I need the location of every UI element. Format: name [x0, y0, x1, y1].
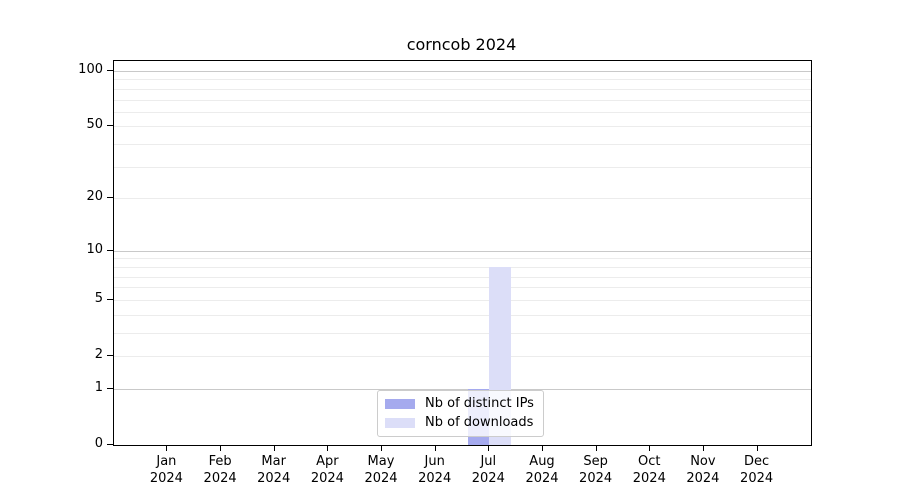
x-tick-label-line: Jul	[480, 454, 497, 469]
x-tick-label-jan-2024: Jan 2024	[126, 453, 206, 487]
gridline-minor-4	[114, 314, 811, 316]
y-tick-label-0: 0	[94, 436, 103, 451]
x-tick-label-line: 2024	[740, 471, 774, 486]
y-tick-label-2: 2	[94, 347, 103, 362]
y-tick-0	[107, 444, 113, 445]
y-tick-20	[107, 197, 113, 199]
chart-title: corncob 2024	[406, 35, 517, 54]
gridline-minor-90	[114, 79, 811, 81]
x-tick-label-line: 2024	[257, 471, 291, 486]
x-tick-label-line: 2024	[471, 471, 505, 486]
y-tick-label-100: 100	[78, 62, 103, 77]
gridline-minor-5	[114, 299, 811, 301]
y-tick-10	[107, 249, 113, 251]
gridline-minor-9	[114, 258, 811, 260]
x-tick-label-jul-2024: Jul 2024	[448, 453, 528, 487]
x-tick-label-apr-2024: Apr 2024	[287, 453, 367, 487]
gridline-minor-3	[114, 332, 811, 334]
gridline-major-1	[114, 388, 811, 390]
plot-area	[113, 60, 812, 446]
x-tick-label-line: Aug	[529, 454, 555, 469]
y-tick-label-20: 20	[86, 189, 103, 205]
x-tick-feb-2024	[220, 445, 222, 451]
gridline-major-10	[114, 250, 811, 252]
x-tick-label-jun-2024: Jun 2024	[395, 453, 475, 487]
x-tick-sep-2024	[595, 445, 597, 451]
x-tick-may-2024	[381, 445, 382, 451]
gridline-minor-60	[114, 111, 811, 113]
x-tick-label-line: 2024	[364, 471, 398, 486]
x-tick-label-line: Feb	[208, 454, 232, 469]
gridline-minor-7	[114, 276, 811, 278]
gridline-minor-50	[114, 126, 811, 128]
legend-label-distinct-ips: Nb of distinct IPs	[425, 396, 534, 411]
x-tick-jun-2024	[434, 445, 436, 451]
x-tick-label-line: 2024	[203, 471, 237, 486]
legend-swatch-downloads	[385, 418, 415, 428]
x-tick-label-line: 2024	[418, 471, 452, 486]
y-tick-1	[107, 387, 113, 389]
gridline-minor-2	[114, 356, 811, 357]
gridline-minor-70	[114, 99, 811, 101]
x-tick-label-dec-2024: Dec 2024	[717, 453, 797, 487]
x-tick-label-feb-2024: Feb 2024	[180, 453, 260, 487]
x-tick-label-line: 2024	[686, 471, 720, 486]
x-tick-label-mar-2024: Mar 2024	[234, 453, 314, 487]
x-tick-dec-2024	[756, 445, 758, 451]
gridline-minor-40	[114, 144, 811, 146]
legend-label-downloads: Nb of downloads	[425, 415, 534, 430]
gridline-minor-20	[114, 198, 811, 200]
legend: Nb of distinct IPs Nb of downloads	[377, 390, 544, 437]
x-tick-apr-2024	[327, 445, 329, 451]
x-tick-label-line: Mar	[261, 454, 286, 469]
x-tick-jul-2024	[488, 445, 490, 451]
y-tick-2	[107, 355, 113, 356]
x-tick-label-line: Jun	[424, 454, 445, 469]
x-tick-label-line: May	[367, 454, 395, 469]
x-tick-label-line: 2024	[579, 471, 613, 486]
x-tick-nov-2024	[702, 445, 704, 451]
x-tick-label-line: Nov	[690, 454, 716, 469]
x-tick-label-line: Sep	[583, 454, 608, 469]
gridline-minor-8	[114, 266, 811, 268]
gridline-minor-6	[114, 287, 811, 289]
y-tick-label-50: 50	[86, 117, 103, 133]
y-tick-100	[107, 70, 113, 71]
x-tick-aug-2024	[542, 445, 543, 451]
x-tick-oct-2024	[649, 445, 651, 451]
x-tick-label-line: 2024	[149, 471, 183, 486]
x-tick-label-line: 2024	[310, 471, 344, 486]
x-tick-mar-2024	[273, 445, 275, 451]
x-tick-label-line: 2024	[525, 471, 559, 486]
x-tick-label-line: Oct	[638, 454, 661, 469]
gridline-minor-30	[114, 166, 811, 168]
x-tick-label-nov-2024: Nov 2024	[663, 453, 743, 487]
x-tick-label-line: 2024	[632, 471, 666, 486]
y-tick-label-1: 1	[94, 379, 103, 395]
y-tick-label-5: 5	[94, 290, 103, 306]
x-tick-label-line: Apr	[316, 454, 339, 469]
legend-item-distinct-ips: Nb of distinct IPs	[385, 396, 534, 412]
y-tick-label-10: 10	[86, 241, 103, 257]
x-tick-label-oct-2024: Oct 2024	[609, 453, 689, 487]
x-tick-label-line: Jan	[156, 454, 177, 469]
x-tick-label-sep-2024: Sep 2024	[556, 453, 636, 487]
legend-swatch-distinct-ips	[385, 399, 415, 409]
x-tick-label-line: Dec	[744, 454, 770, 469]
x-tick-label-may-2024: May 2024	[341, 453, 421, 487]
x-tick-label-aug-2024: Aug 2024	[502, 453, 582, 487]
gridline-minor-80	[114, 88, 811, 90]
y-tick-50	[107, 125, 113, 127]
y-tick-5	[107, 298, 113, 300]
x-tick-jan-2024	[166, 445, 168, 451]
gridline-major-100	[114, 71, 811, 72]
legend-item-downloads: Nb of downloads	[385, 415, 534, 431]
